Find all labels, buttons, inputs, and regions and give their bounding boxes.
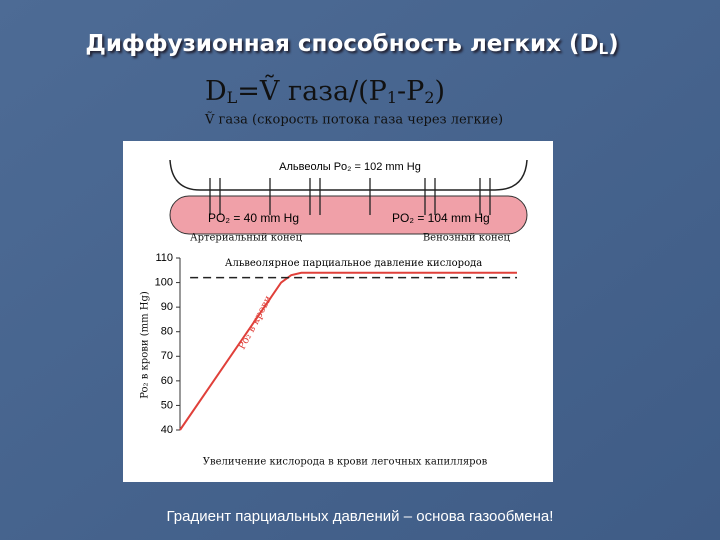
slide-title: Диффузионная способность легких (DL) (85, 31, 618, 58)
footer: Градиент парциальных давлений – основа г… (167, 508, 554, 525)
venous-po2: PO₂ = 104 mm Hg (392, 211, 490, 225)
y-tick-label: 40 (161, 424, 173, 436)
y-tick-label: 100 (155, 276, 173, 288)
figure-panel (123, 141, 553, 482)
data-line (179, 271, 517, 431)
series-label: Альвеолярное парциальное давление кислор… (225, 258, 482, 269)
y-tick-label: 110 (155, 252, 173, 264)
arterial-po2: PO₂ = 40 mm Hg (208, 211, 299, 225)
y-tick-label: 70 (161, 350, 173, 362)
formula: DL=Ṽ газа/(P1-P2) (205, 74, 445, 107)
y-tick-label: 90 (161, 301, 173, 313)
y-tick-label: 60 (161, 375, 173, 387)
diffusion-arrows (209, 178, 491, 215)
x-axis-label: Увеличение кислорода в крови легочных ка… (203, 457, 488, 468)
y-tick-label: 80 (161, 326, 173, 338)
alveoli-label: Альвеолы Po₂ = 102 mm Hg (279, 161, 421, 173)
alveolus-wall (169, 159, 528, 191)
capillary (169, 195, 528, 235)
venous-end: Венозный конец (423, 233, 511, 244)
arterial-end: Артериальный конец (190, 233, 303, 244)
y-axis-label: Po₂ в крови (mm Hg) (140, 291, 151, 399)
subtitle: Ṽ газа (скорость потока газа через легки… (204, 112, 503, 128)
y-tick-label: 50 (161, 399, 173, 411)
